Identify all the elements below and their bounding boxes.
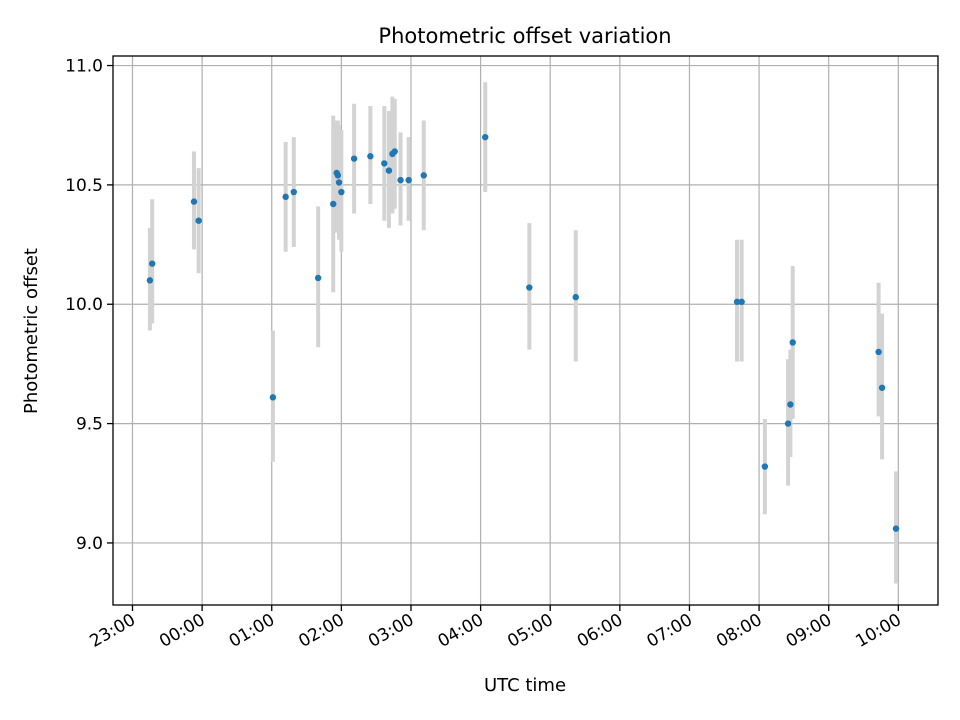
data-point — [733, 298, 741, 306]
data-point — [738, 298, 745, 306]
chart-title: Photometric offset variation — [378, 24, 671, 48]
x-tick-label: 04:00 — [435, 610, 487, 652]
x-tick-label: 06:00 — [574, 610, 626, 652]
data-point — [282, 193, 289, 201]
data-point — [367, 153, 374, 160]
data-point — [875, 348, 882, 356]
data-point — [878, 384, 886, 391]
data-point — [195, 217, 202, 224]
data-point — [385, 167, 393, 174]
x-axis: 23:00 00:00 01:00 02:00 03:00 04:00 05:00 06:00… — [87, 605, 905, 652]
x-axis-label: UTC time — [484, 675, 566, 696]
data-points — [146, 133, 900, 532]
x-tick-label: 01:00 — [226, 610, 278, 652]
y-tick-label: 10.5 — [65, 176, 103, 196]
data-point — [391, 148, 398, 155]
error-bars — [147, 82, 898, 584]
data-point — [526, 284, 533, 291]
y-tick-label: 9.0 — [76, 534, 103, 554]
x-tick-label: 10:00 — [852, 610, 904, 652]
data-point — [334, 172, 342, 179]
data-point — [405, 176, 412, 184]
data-point — [314, 274, 322, 282]
data-point — [482, 133, 489, 141]
data-point — [269, 394, 277, 401]
data-point — [789, 339, 796, 346]
grid — [113, 56, 938, 605]
x-tick-label: 08:00 — [713, 610, 765, 652]
y-tick-label: 11.0 — [65, 57, 103, 77]
data-point — [290, 188, 297, 196]
x-tick-label: 23:00 — [87, 610, 139, 652]
data-point — [572, 293, 579, 301]
data-point — [330, 200, 337, 208]
x-tick-label: 03:00 — [365, 610, 417, 652]
y-axis: 9.0 9.5 10.0 10.5 11.0 — [65, 57, 113, 554]
data-point — [892, 525, 900, 532]
y-axis-label: Photometric offset — [21, 248, 42, 414]
data-point — [420, 172, 427, 179]
x-tick-label: 07:00 — [644, 610, 696, 652]
data-point — [350, 155, 358, 162]
data-point — [335, 179, 343, 186]
x-tick-label: 05:00 — [504, 610, 556, 652]
data-point — [338, 188, 345, 196]
y-tick-label: 9.5 — [76, 415, 103, 435]
data-point — [381, 160, 388, 167]
data-point — [784, 420, 792, 427]
data-point — [190, 198, 198, 205]
data-point — [146, 277, 154, 284]
data-point — [397, 176, 404, 184]
plot-frame — [112, 55, 939, 606]
data-point — [761, 463, 769, 470]
data-point — [787, 401, 794, 408]
x-tick-label: 02:00 — [295, 610, 347, 652]
x-tick-label: 09:00 — [783, 610, 835, 652]
y-tick-label: 10.0 — [65, 295, 103, 315]
x-tick-label: 00:00 — [156, 610, 208, 652]
data-point — [149, 260, 156, 267]
